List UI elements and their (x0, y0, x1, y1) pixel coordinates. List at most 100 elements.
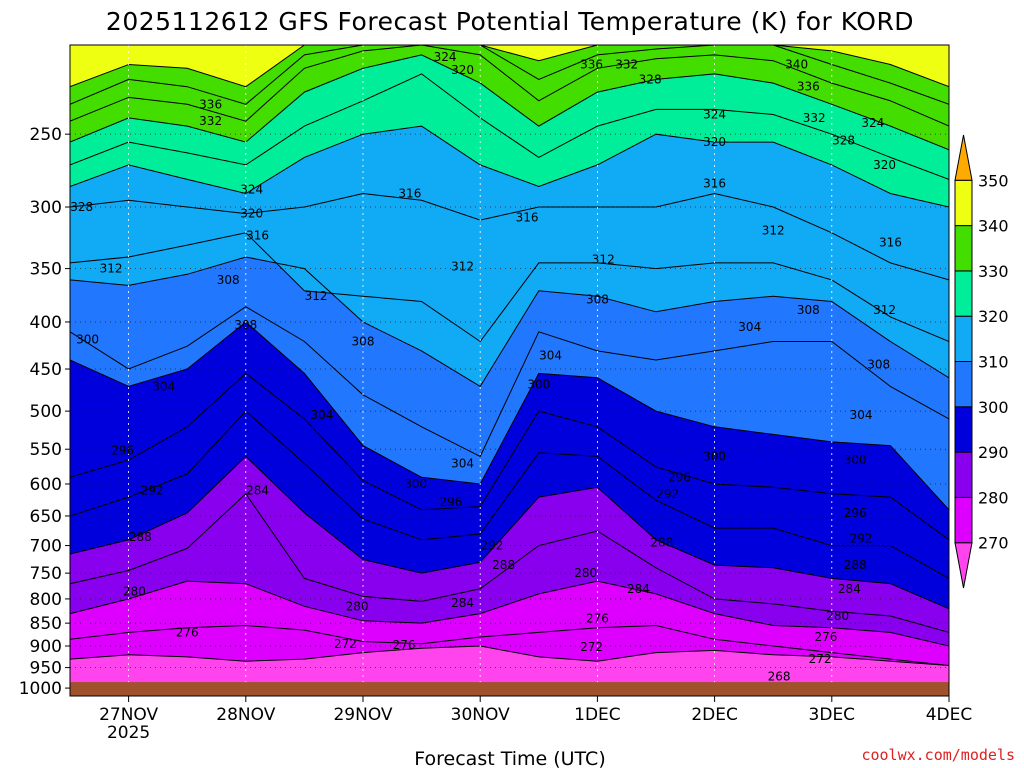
contour-label: 296 (111, 444, 134, 458)
isentrope-272 (70, 645, 949, 666)
y-tick-label: 500 (30, 402, 62, 422)
y-tick-label: 800 (30, 590, 62, 610)
contour-label: 280 (123, 584, 146, 598)
y-tick-label: 300 (30, 198, 62, 218)
isentrope-288 (70, 455, 949, 610)
x-tick-label: 28NOV (216, 705, 275, 725)
contour-label: 312 (873, 303, 896, 317)
contour-label: 284 (451, 596, 474, 610)
isentrope-296 (70, 372, 949, 541)
contour-label: 316 (516, 211, 539, 225)
y-tick-label: 900 (30, 637, 62, 657)
contour-label: 328 (832, 134, 855, 148)
isentrope-332 (70, 45, 949, 127)
contour-label: 280 (574, 566, 597, 580)
contour-label: 276 (176, 625, 199, 639)
contour-label: 320 (703, 135, 726, 149)
contour-label: 308 (234, 318, 257, 332)
x-tick-label: 4DEC (926, 705, 973, 725)
contour-label: 324 (240, 182, 263, 196)
colorbar-swatch (954, 451, 973, 498)
plot-frame (69, 44, 950, 697)
contour-label: 328 (639, 72, 662, 86)
contour-label: 320 (873, 158, 896, 172)
contour-label: 332 (803, 111, 826, 125)
contour-label: 336 (580, 57, 603, 71)
contour-label: 308 (867, 358, 890, 372)
x-tick-label: 1DEC (574, 705, 621, 725)
contour-label: 340 (785, 57, 808, 71)
y-tick-label: 650 (30, 507, 62, 527)
colorbar-swatch-bottom (954, 542, 973, 589)
contour-label: 300 (404, 477, 427, 491)
isentrope-336 (70, 45, 949, 105)
theta-band-336 (70, 45, 949, 105)
contour-label: 324 (703, 108, 726, 122)
contour-label: 312 (305, 289, 328, 303)
contour-label: 280 (826, 609, 849, 623)
contour-label: 324 (861, 116, 884, 130)
contour-label: 292 (850, 532, 873, 546)
colorbar-label: 330 (978, 262, 1009, 281)
y-tick-label: 600 (30, 475, 62, 495)
contour-label: 312 (451, 259, 474, 273)
contour-labels: 336 332 328 324 320 316 312 308 312 300 308 304 304 3… (70, 50, 902, 684)
contour-label: 308 (352, 334, 375, 348)
contour-label: 276 (586, 611, 609, 625)
x-tick-label: 27NOV (99, 705, 158, 725)
contour-label: 284 (246, 484, 269, 498)
x-tick-label: 3DEC (809, 705, 856, 725)
x-axis-label: Forecast Time (UTC) (414, 748, 605, 768)
contour-label: 308 (217, 273, 240, 287)
contour-label: 292 (656, 487, 679, 501)
contour-label: 296 (844, 506, 867, 520)
contour-label: 316 (879, 236, 902, 250)
contour-label: 312 (762, 223, 785, 237)
colorbar-swatch-top (954, 134, 973, 181)
contour-label: 288 (492, 558, 515, 572)
contour-label: 304 (152, 379, 175, 393)
colorbar-label: 300 (978, 398, 1009, 417)
colorbar-swatch (954, 496, 973, 544)
contour-label: 280 (346, 599, 369, 613)
colorbar: 270 280 290 300 310 320 330 340 350 (954, 134, 1009, 589)
contour-label: 276 (393, 638, 416, 652)
contour-label: 320 (240, 207, 263, 221)
colorbar-label: 350 (978, 171, 1009, 190)
isentrope-328 (70, 54, 949, 151)
y-tick-label: 1000 (19, 679, 62, 699)
ground-surface (70, 682, 949, 696)
colorbar-label: 320 (978, 307, 1009, 326)
colorbar-swatch (954, 225, 973, 272)
contour-label: 320 (451, 63, 474, 77)
contour-label: 284 (838, 582, 861, 596)
contour-label: 296 (439, 495, 462, 509)
contour-label: 304 (451, 456, 474, 470)
contour-label: 316 (246, 228, 269, 242)
colorbar-label: 310 (978, 353, 1009, 372)
isentrope-292 (70, 410, 949, 579)
contour-label: 316 (398, 186, 421, 200)
colorbar-swatch (954, 315, 973, 363)
isentrope-308 (70, 256, 949, 388)
isentrope-304 (70, 306, 949, 458)
colorbar-label: 280 (978, 488, 1009, 507)
contour-label: 296 (668, 470, 691, 484)
isentrope-276 (70, 624, 949, 666)
isentrope-324 (70, 73, 949, 180)
isentrope-284 (70, 493, 949, 633)
contour-label: 292 (480, 539, 503, 553)
colorbar-swatch (954, 179, 973, 227)
contour-label: 300 (527, 378, 550, 392)
pressure-axis: 250 300 350 400 450 500 550 600 650 700 750 800 850 9… (19, 125, 70, 699)
contour-label: 288 (844, 558, 867, 572)
y-tick-label: 850 (30, 614, 62, 634)
isentrope-320 (70, 125, 949, 208)
y-tick-label: 400 (30, 313, 62, 333)
source-credit: coolwx.com/models (861, 746, 1015, 764)
contour-label: 272 (809, 652, 832, 666)
y-tick-label: 950 (30, 659, 62, 679)
isentrope-300 (70, 321, 949, 511)
contour-label: 292 (141, 484, 164, 498)
